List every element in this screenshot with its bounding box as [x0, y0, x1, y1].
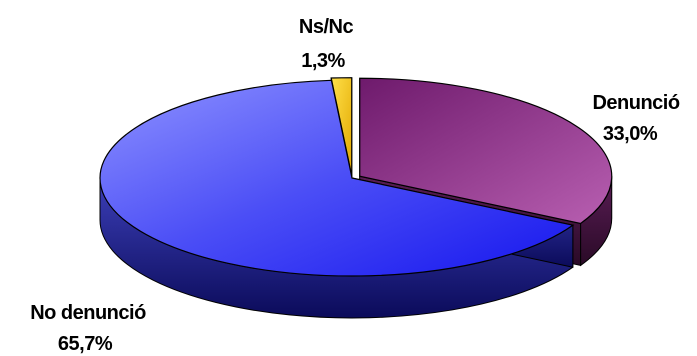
label-nsnc-value: 1,3%	[301, 50, 345, 72]
label-no-denuncio-name: No denunció	[30, 302, 146, 324]
label-denuncio-value: 33,0%	[603, 123, 658, 145]
label-no-denuncio-value: 65,7%	[58, 333, 113, 355]
slice-no-denuncio-top	[99, 79, 575, 277]
slice-denuncio-top	[359, 77, 613, 225]
pie-slices	[99, 77, 613, 319]
label-nsnc-name: Ns/Nc	[299, 16, 354, 38]
label-denuncio-name: Denunció	[592, 92, 679, 114]
pie-labels: Denunció 33,0% No denunció 65,7% Ns/Nc 1…	[30, 16, 680, 355]
